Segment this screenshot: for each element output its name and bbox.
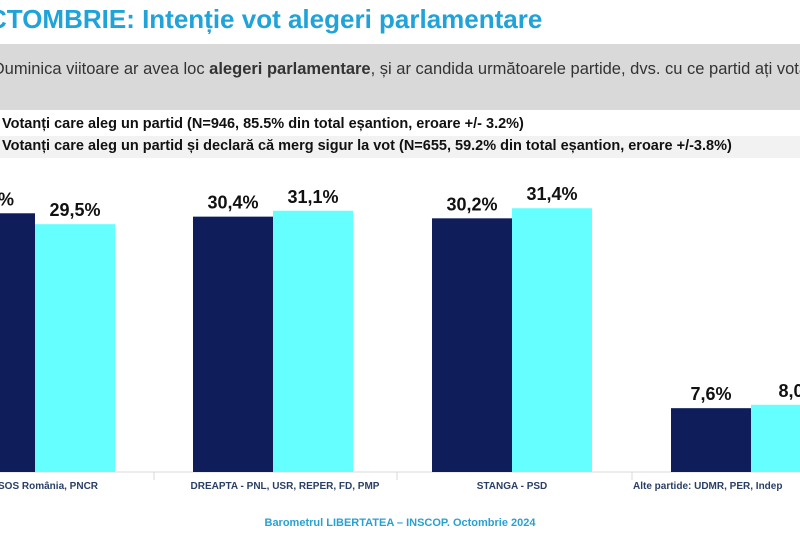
bar-series-2-1 <box>273 210 353 472</box>
question-text-end: , și ar candida următoarele partide, dvs… <box>370 60 800 78</box>
category-label-3: Alte partide: UDMR, PER, Indep <box>633 481 782 492</box>
data-label-series-2-3: 8,0 <box>778 381 800 401</box>
category-label-0: SOS România, PNCR <box>0 481 99 492</box>
bar-series-1-3 <box>671 408 751 472</box>
question-box <box>0 44 800 110</box>
data-label-series-2-1: 31,1% <box>287 187 338 207</box>
page-title: CTOMBRIE: Intenție vot alegeri parlament… <box>0 4 543 34</box>
question-text-bold: alegeri parlamentare <box>209 60 371 78</box>
data-label-series-2-2: 31,4% <box>526 184 577 204</box>
category-label-2: STANGA - PSD <box>477 481 548 492</box>
footer-source: Barometrul LIBERTATEA – INSCOP. Octombri… <box>264 517 536 529</box>
legend-entry-series-2: Votanți care aleg un partid și declară c… <box>0 136 800 158</box>
bar-series-1-0 <box>0 213 35 472</box>
bar-series-2-3 <box>751 404 800 472</box>
bar-series-2-0 <box>35 224 115 472</box>
legend-label-series-2: Votanți care aleg un partid și declară c… <box>2 138 732 154</box>
data-label-series-1-3: 7,6% <box>690 384 731 404</box>
bar-series-2-2 <box>512 208 592 473</box>
data-label-series-1-1: 30,4% <box>207 193 258 213</box>
question-text-start: Duminica viitoare ar avea loc <box>0 60 210 78</box>
data-label-series-1-2: 30,2% <box>446 194 497 214</box>
bar-series-1-1 <box>193 216 273 472</box>
bar-series-1-2 <box>432 218 512 472</box>
category-label-1: DREAPTA - PNL, USR, REPER, FD, PMP <box>191 481 380 492</box>
survey-question: Duminica viitoare ar avea loc alegeri pa… <box>0 59 800 80</box>
data-label-series-1-0: % <box>0 189 14 209</box>
data-label-series-2-0: 29,5% <box>49 200 100 220</box>
legend-label-series-1: Votanți care aleg un partid (N=946, 85.5… <box>2 116 524 132</box>
